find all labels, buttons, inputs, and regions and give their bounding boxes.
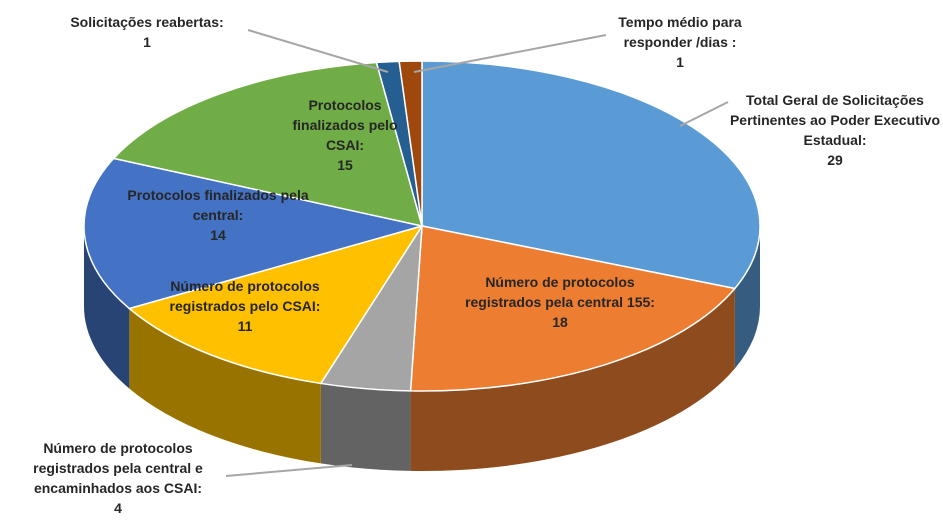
data-label: Protocolos finalizados pelo CSAI: 15	[290, 95, 400, 175]
category-name: Protocolos finalizados pelo CSAI:	[292, 97, 398, 153]
data-label: Solicitações reabertas: 1	[47, 12, 247, 52]
slice-side-shade	[84, 226, 130, 389]
pie-tops	[83, 60, 761, 392]
slice-side	[734, 226, 760, 369]
slice-side-shade	[320, 383, 411, 471]
slice-side-shade	[734, 226, 760, 369]
value-label: 1	[143, 34, 151, 50]
category-name: Número de protocolos registrados pelo CS…	[169, 278, 321, 314]
value-label: 18	[552, 314, 568, 330]
value-label: 29	[827, 152, 843, 168]
category-name: Tempo médio para responder /dias :	[618, 14, 742, 50]
value-label: 11	[237, 318, 253, 334]
pie-sides	[84, 226, 760, 471]
category-name: Total Geral de Solicitações Pertinentes …	[729, 92, 941, 148]
category-name: Protocolos finalizados pela central:	[127, 187, 309, 223]
slice-side-shade	[129, 308, 321, 464]
value-label: 1	[676, 54, 684, 70]
category-name: Solicitações reabertas:	[70, 14, 224, 30]
slice	[421, 60, 761, 290]
slice	[127, 224, 424, 385]
data-label: Número de protocolos registrados pela ce…	[455, 272, 665, 332]
slice	[83, 157, 423, 310]
leader-line	[679, 101, 729, 127]
data-label: Protocolos finalizados pela central: 14	[106, 185, 331, 245]
leader-line	[225, 464, 353, 477]
category-name: Número de protocolos registrados pela ce…	[465, 274, 655, 310]
slice	[409, 225, 737, 392]
data-label: Total Geral de Solicitações Pertinentes …	[728, 90, 943, 170]
slice	[112, 61, 424, 227]
value-label: 4	[114, 500, 122, 516]
value-label: 14	[210, 227, 226, 243]
slice-side	[84, 226, 130, 389]
data-label: Número de protocolos registrados pelo CS…	[150, 276, 340, 336]
data-label: Tempo médio para responder /dias : 1	[590, 12, 770, 72]
leader-line	[413, 34, 607, 73]
slice-side	[410, 288, 735, 471]
value-label: 15	[337, 157, 353, 173]
data-label: Número de protocolos registrados pela ce…	[6, 438, 231, 518]
slice-side	[320, 383, 411, 471]
slice-side	[129, 308, 321, 464]
slice-side-shade	[410, 288, 735, 471]
leader-line	[247, 29, 389, 73]
slice	[398, 60, 423, 227]
category-name: Número de protocolos registrados pela ce…	[33, 440, 203, 496]
